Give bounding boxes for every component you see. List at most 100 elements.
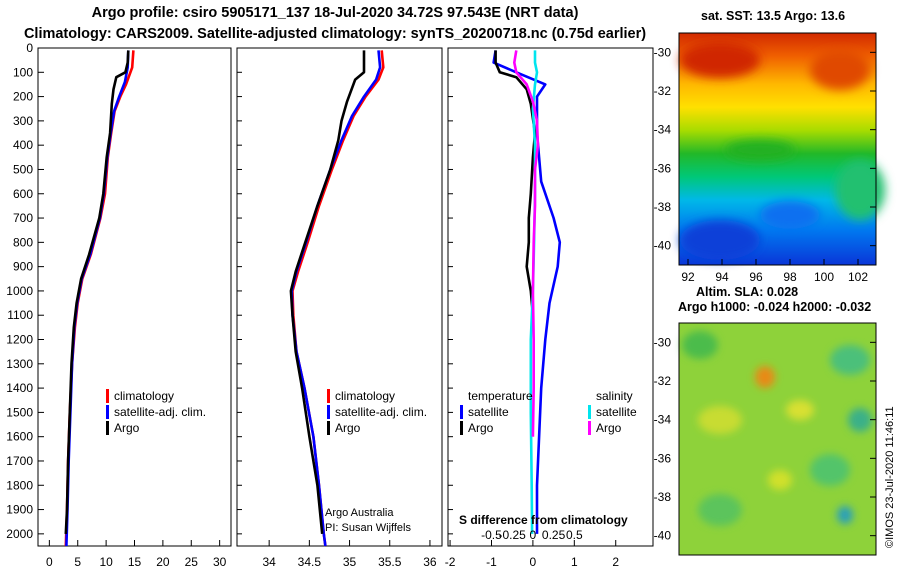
- sla-patch: [698, 406, 742, 434]
- series-line-argo: [289, 50, 366, 535]
- legend-label-temp-satellite: satellite: [468, 405, 509, 419]
- s-diff-tick-label: -0.5: [481, 528, 502, 542]
- y-tick-label: 1700: [6, 454, 33, 468]
- x-tick-label: 30: [213, 555, 227, 569]
- lon-tick-label: 98: [783, 270, 797, 284]
- sst-cool-patch: [680, 220, 760, 260]
- series-line-climatology: [64, 50, 135, 547]
- series-line-temperature-satellite: [492, 50, 562, 534]
- x-tick-label: 0: [46, 555, 53, 569]
- legend-label-argo: Argo: [335, 421, 361, 435]
- sla-patch: [848, 408, 872, 432]
- legend-label-sal-satellite: satellite: [596, 405, 637, 419]
- sla-patch: [768, 470, 792, 490]
- plot-title-line2: Climatology: CARS2009. Satellite-adjuste…: [23, 26, 647, 42]
- legend-swatch-sal-satellite: [588, 405, 591, 419]
- x-tick-label: 5: [74, 555, 81, 569]
- lat-tick-label: -40: [654, 529, 672, 543]
- lat-tick-label: -30: [654, 45, 672, 59]
- y-tick-label: 200: [13, 90, 33, 104]
- temperature-legend: climatology satellite-adj. clim. Argo: [106, 389, 206, 435]
- legend-swatch-satellite: [106, 405, 109, 419]
- y-tick-label: 300: [13, 114, 33, 128]
- salinity-panel: [236, 47, 443, 547]
- y-tick-label: 900: [13, 260, 33, 274]
- lat-tick-label: -32: [654, 374, 672, 388]
- salinity-legend: climatology satellite-adj. clim. Argo: [327, 389, 427, 435]
- lat-tick-label: -36: [654, 451, 672, 465]
- y-tick-label: 800: [13, 235, 33, 249]
- x-tick-label: 25: [185, 555, 199, 569]
- legend-label-climatology: climatology: [114, 389, 174, 403]
- legend-heading-salinity: salinity: [596, 389, 633, 403]
- lat-tick-label: -36: [654, 161, 672, 175]
- y-tick-label: 600: [13, 187, 33, 201]
- y-tick-label: 1200: [6, 333, 33, 347]
- x-tick-label: 15: [128, 555, 142, 569]
- lat-tick-label: -32: [654, 84, 672, 98]
- legend-swatch-temp-satellite: [460, 405, 463, 419]
- legend-label-sal-argo: Argo: [596, 421, 622, 435]
- sst-cool-patch: [760, 201, 820, 229]
- y-tick-label: 1400: [6, 381, 33, 395]
- x-tick-label: 35.5: [378, 555, 402, 569]
- sla-map-frame: [678, 322, 877, 556]
- plot-title-line1: Argo profile: csiro 5905171_137 18-Jul-2…: [91, 5, 579, 21]
- lat-tick-label: -40: [654, 239, 672, 253]
- lat-tick-label: -34: [654, 413, 672, 427]
- y-tick-label: 500: [13, 162, 33, 176]
- legend-heading-temperature: temperature: [468, 389, 533, 403]
- s-difference-xlabel: S difference from climatology: [459, 513, 628, 527]
- difference-legend: temperature satellite Argo salinity sate…: [460, 389, 637, 435]
- x-tick-label: 34: [262, 555, 276, 569]
- sla-patch: [810, 454, 850, 486]
- x-tick-label: 20: [156, 555, 170, 569]
- legend-label-argo: Argo: [114, 421, 140, 435]
- sla-map: -30 -32 -34 -36 -38 -40: [654, 322, 877, 556]
- y-tick-label: 400: [13, 138, 33, 152]
- credit-line2: PI: Susan Wijffels: [325, 522, 411, 534]
- y-tick-label: 2000: [6, 527, 33, 541]
- lon-tick-label: 94: [715, 270, 729, 284]
- sla-map-title-line2: Argo h1000: -0.024 h2000: -0.032: [678, 300, 872, 314]
- difference-panel: [447, 47, 654, 547]
- y-tick-label: 700: [13, 211, 33, 225]
- y-tick-label: 1500: [6, 405, 33, 419]
- series-line-salinity-argo: [512, 50, 540, 437]
- legend-label-temp-argo: Argo: [468, 421, 494, 435]
- x-tick-label: 35: [343, 555, 357, 569]
- series-line-argo: [64, 50, 130, 534]
- sla-map-title-line1: Altim. SLA: 0.028: [696, 285, 799, 299]
- legend-label-satellite: satellite-adj. clim.: [114, 405, 206, 419]
- s-diff-tick-label: -0.25: [499, 528, 527, 542]
- series-line-satellite-adj-clim-: [290, 50, 382, 547]
- sla-high-patch: [755, 366, 775, 388]
- sst-green-patch: [725, 140, 795, 160]
- x-tick-label: 34.5: [298, 555, 322, 569]
- x-tick-label: -2: [445, 555, 456, 569]
- y-tick-label: 1900: [6, 503, 33, 517]
- series-line-satellite-adj-clim-: [65, 50, 130, 547]
- sst-map-frame: [678, 32, 877, 266]
- y-tick-label: 1800: [6, 478, 33, 492]
- sst-map-title: sat. SST: 13.5 Argo: 13.6: [701, 9, 846, 23]
- legend-swatch-climatology: [106, 389, 109, 403]
- x-tick-label: 0: [530, 555, 537, 569]
- x-tick-label: 2: [612, 555, 619, 569]
- lat-tick-label: -30: [654, 335, 672, 349]
- x-tick-label: 36: [423, 555, 437, 569]
- y-tick-label: 1000: [6, 284, 33, 298]
- lon-tick-label: 92: [681, 270, 695, 284]
- sst-cool-patch: [835, 160, 885, 220]
- legend-swatch-temp-argo: [460, 421, 463, 435]
- x-tick-label: 10: [99, 555, 113, 569]
- timestamp: ©IMOS 23-Jul-2020 11:46:11: [884, 406, 896, 548]
- y-tick-label: 100: [13, 65, 33, 79]
- x-tick-label: 1: [571, 555, 578, 569]
- x-tick-label: -1: [486, 555, 497, 569]
- y-tick-label: 1600: [6, 430, 33, 444]
- sla-patch: [698, 494, 742, 526]
- credit-line1: Argo Australia: [325, 507, 394, 519]
- lat-tick-label: -38: [654, 200, 672, 214]
